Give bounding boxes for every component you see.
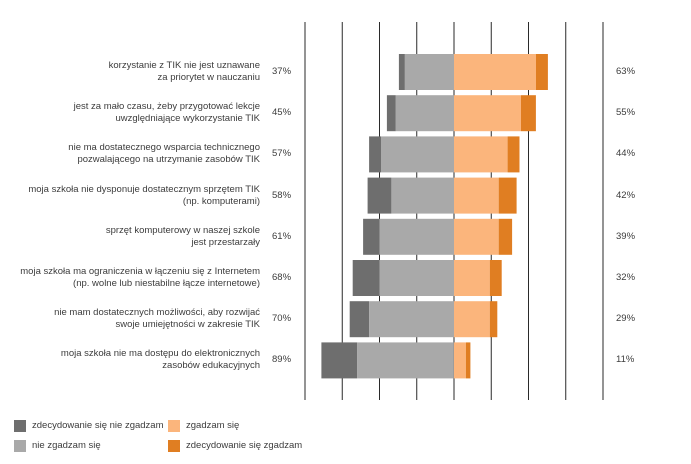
bar-strongly-agree (507, 136, 520, 173)
agree-total-label: 32% (616, 272, 636, 283)
agree-total-label: 63% (616, 66, 636, 77)
bar-agree (454, 218, 499, 255)
disagree-total-label: 68% (272, 272, 292, 283)
legend-swatch (168, 420, 180, 432)
bar-disagree (379, 260, 454, 296)
legend-label: nie zgadzam się (32, 440, 101, 451)
disagree-total-label: 45% (272, 107, 292, 119)
bar-agree (454, 54, 536, 90)
bar-disagree (379, 218, 454, 255)
legend-label: zdecydowanie się nie zgadzam (32, 420, 164, 431)
bar-strongly-agree (498, 218, 513, 255)
bar-strongly-agree (498, 177, 517, 214)
disagree-total-label: 37% (272, 66, 292, 77)
disagree-total-label: 57% (272, 148, 292, 160)
bar-strongly-agree (489, 301, 498, 338)
disagree-total-label: 58% (272, 189, 292, 201)
bar-disagree (357, 342, 454, 379)
category-label: moja szkoła nie ma dostępu do elektronic… (60, 348, 260, 372)
bar-agree (454, 95, 521, 132)
bar-strongly-disagree (363, 218, 380, 255)
category-label: jest za mało czasu, żeby przygotować lek… (73, 101, 260, 125)
bar-disagree (404, 54, 454, 90)
bar-strongly-agree (465, 342, 471, 379)
category-label: moja szkoła ma ograniczenia w łączeniu s… (20, 266, 260, 289)
bar-strongly-agree (521, 95, 536, 132)
bar-strongly-disagree (367, 177, 392, 214)
bar-strongly-disagree (352, 260, 380, 296)
legend-label: zdecydowanie się zgadzam (186, 440, 303, 451)
bar-strongly-disagree (398, 54, 405, 90)
bars (321, 54, 548, 379)
bar-disagree (391, 177, 454, 214)
agree-total-label: 29% (616, 313, 636, 325)
disagree-total-label: 70% (272, 313, 292, 325)
bar-strongly-agree (489, 260, 502, 296)
bar-agree (454, 177, 499, 214)
agree-total-label: 55% (616, 107, 636, 119)
bar-agree (454, 301, 490, 338)
bar-agree (454, 136, 508, 173)
bar-agree (454, 342, 466, 379)
legend-swatch (14, 440, 26, 452)
bar-strongly-disagree (349, 301, 370, 338)
legend-swatch (168, 440, 180, 452)
agree-total-label: 39% (616, 230, 636, 242)
category-label: sprzęt komputerowy w naszej szkole jest … (105, 224, 260, 248)
category-label: korzystanie z TIK nie jest uznawane za p… (108, 60, 260, 83)
bar-disagree (381, 136, 454, 173)
category-label: moja szkoła nie dysponuje dostatecznym s… (28, 183, 260, 207)
bar-strongly-disagree (386, 95, 396, 132)
agree-total-label: 44% (616, 148, 636, 160)
disagree-total-label: 89% (272, 354, 292, 366)
disagree-total-label: 61% (272, 230, 292, 242)
bar-disagree (395, 95, 454, 132)
bar-strongly-disagree (321, 342, 358, 379)
bar-strongly-disagree (369, 136, 381, 173)
agree-total-label: 11% (616, 354, 635, 366)
legend-swatch (14, 420, 26, 432)
legend-label: zgadzam się (186, 420, 240, 431)
category-label: nie mam dostatecznych możliwości, aby ro… (54, 307, 260, 331)
category-label: nie ma dostatecznego wsparcia techniczne… (68, 142, 260, 166)
bar-disagree (369, 301, 454, 338)
agree-total-label: 42% (616, 189, 636, 201)
bar-agree (454, 260, 490, 296)
bar-strongly-agree (536, 54, 548, 90)
